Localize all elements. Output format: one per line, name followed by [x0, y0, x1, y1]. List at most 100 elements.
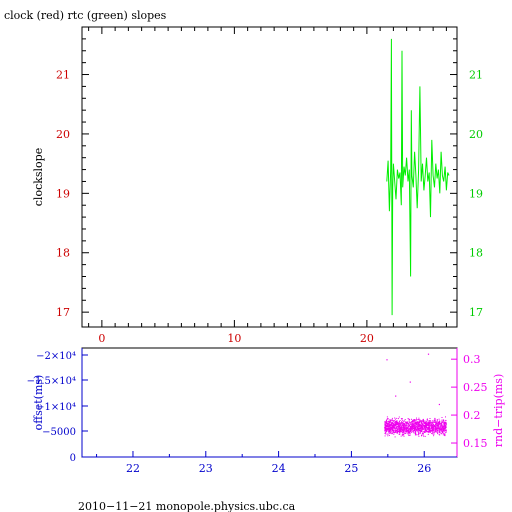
scatter-point	[406, 430, 408, 432]
scatter-point	[421, 435, 422, 437]
scatter-point	[429, 428, 431, 430]
scatter-point	[426, 422, 428, 424]
scatter-point	[424, 421, 426, 423]
scatter-point	[440, 423, 442, 425]
scatter-point	[386, 419, 388, 420]
scatter-point	[410, 431, 412, 433]
scatter-point	[437, 426, 439, 428]
scatter-point	[407, 425, 409, 427]
scatter-point	[440, 424, 442, 426]
scatter-point	[411, 425, 413, 427]
scatter-point	[384, 428, 386, 429]
scatter-point	[389, 421, 391, 423]
scatter-point	[428, 426, 430, 428]
scatter-point	[393, 433, 395, 435]
scatter-point	[391, 422, 392, 424]
scatter-point	[418, 430, 420, 432]
scatter-point	[440, 428, 441, 430]
scatter-point	[395, 427, 397, 429]
scatter-point	[428, 429, 430, 431]
scatter-point	[441, 431, 443, 432]
scatter-point	[421, 420, 423, 422]
scatter-point	[403, 426, 404, 428]
scatter-point	[425, 424, 427, 426]
y-tick-label-left: 0	[70, 453, 76, 464]
scatter-point	[437, 424, 439, 425]
scatter-point	[386, 416, 388, 418]
scatter-point	[388, 426, 390, 428]
scatter-outlier	[409, 381, 411, 383]
scatter-point	[401, 421, 403, 423]
scatter-point	[415, 419, 417, 421]
y-tick-label-right: 0.3	[463, 353, 481, 366]
x-tick-label: 25	[344, 462, 358, 475]
scatter-point	[414, 432, 416, 434]
scatter-point	[395, 420, 397, 422]
scatter-point	[439, 423, 441, 425]
scatter-point	[403, 429, 405, 431]
scatter-point	[406, 427, 408, 429]
scatter-point	[396, 426, 398, 428]
scatter-point	[385, 431, 387, 433]
scatter-point	[427, 433, 429, 435]
scatter-point	[413, 429, 415, 431]
scatter-point	[418, 429, 420, 431]
scatter-point	[433, 433, 435, 435]
scatter-point	[398, 424, 400, 426]
scatter-point	[408, 434, 410, 436]
scatter-point	[418, 432, 419, 434]
scatter-point	[401, 433, 403, 435]
scatter-point	[418, 428, 420, 430]
scatter-point	[433, 432, 435, 434]
scatter-point	[417, 421, 419, 423]
scatter-point	[395, 431, 397, 433]
scatter-point	[441, 428, 443, 429]
scatter-point	[419, 424, 421, 426]
scatter-point	[431, 431, 433, 433]
scatter-point	[431, 427, 433, 429]
scatter-point	[394, 427, 396, 429]
y-axis-label-right: rnd−trip(ms)	[492, 374, 505, 448]
scatter-point	[427, 423, 429, 425]
scatter-point	[405, 423, 407, 425]
scatter-point	[423, 435, 425, 437]
scatter-point	[396, 430, 398, 432]
scatter-point	[391, 424, 393, 426]
scatter-point	[408, 420, 410, 422]
scatter-point	[422, 431, 424, 433]
scatter-point	[427, 425, 429, 427]
scatter-point	[398, 427, 400, 429]
scatter-point	[435, 429, 437, 431]
scatter-point	[411, 422, 413, 424]
scatter-point	[410, 427, 412, 429]
scatter-point	[402, 428, 404, 430]
y-tick-label-right: 0.25	[463, 381, 488, 394]
scatter-point	[434, 419, 436, 421]
scatter-point	[437, 433, 439, 435]
scatter-point	[416, 419, 418, 421]
scatter-point	[401, 425, 402, 427]
scatter-point	[441, 430, 443, 432]
scatter-point	[384, 424, 386, 426]
scatter-point	[430, 424, 432, 426]
scatter-point	[394, 420, 396, 422]
scatter-point	[399, 425, 401, 427]
scatter-point	[408, 430, 410, 432]
scatter-point	[409, 422, 411, 424]
scatter-point	[419, 423, 421, 425]
scatter-point	[400, 427, 402, 429]
scatter-point	[421, 423, 423, 425]
scatter-point	[391, 431, 393, 433]
scatter-point	[431, 420, 433, 422]
scatter-point	[435, 423, 437, 424]
scatter-point	[429, 427, 431, 429]
scatter-point	[389, 426, 391, 427]
scatter-point	[444, 434, 445, 436]
scatter-point	[439, 431, 441, 433]
scatter-point	[388, 423, 390, 424]
scatter-point	[427, 420, 429, 422]
scatter-point	[431, 425, 433, 427]
scatter-point	[435, 430, 437, 432]
scatter-point	[415, 421, 417, 423]
scatter-point	[400, 431, 402, 433]
